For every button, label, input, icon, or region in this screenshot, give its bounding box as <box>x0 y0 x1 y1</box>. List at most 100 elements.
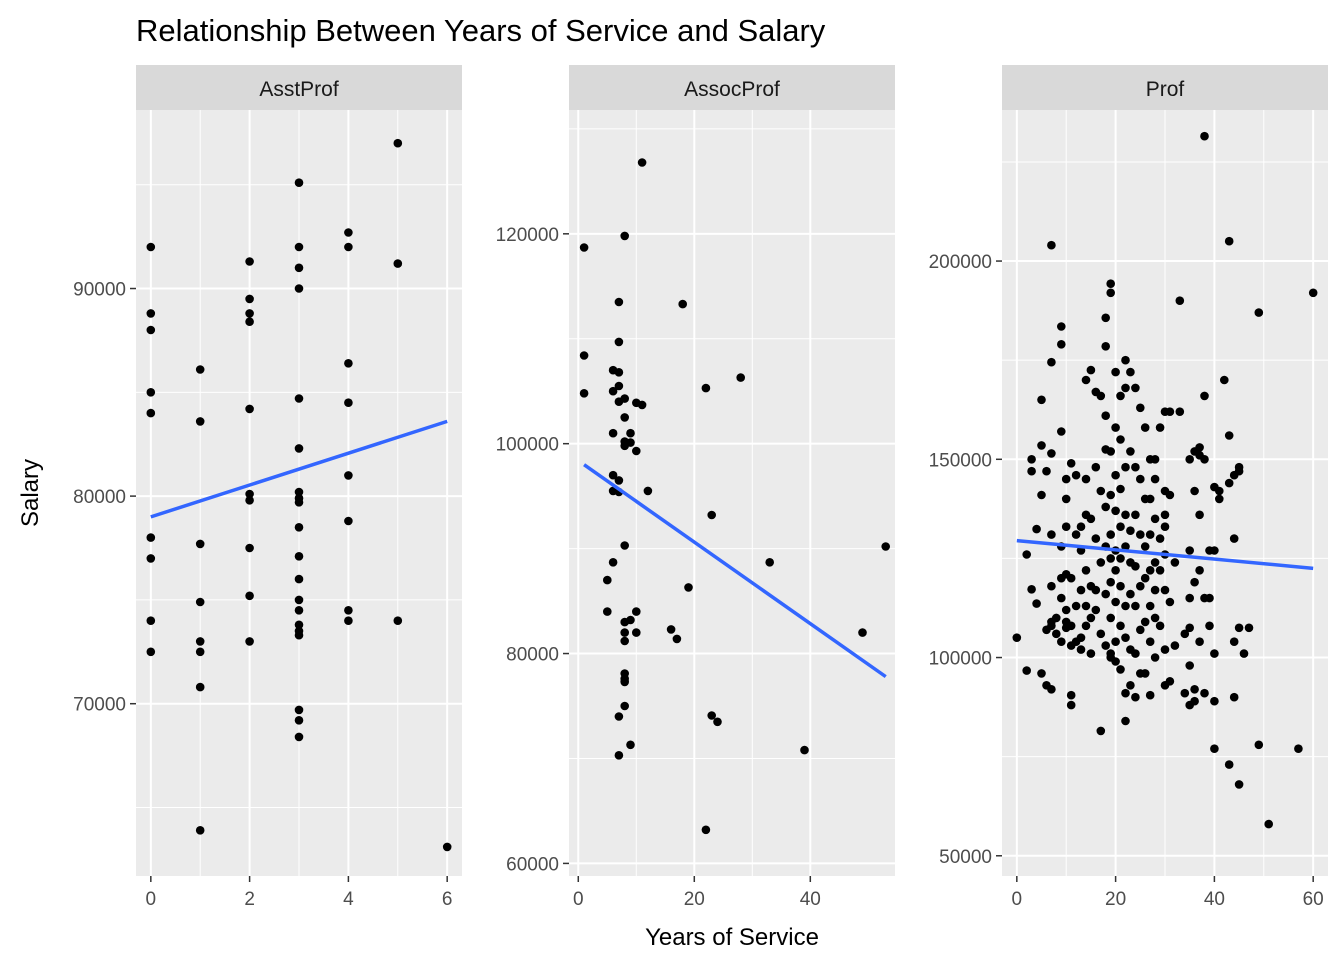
data-point <box>344 398 353 408</box>
data-point <box>1106 530 1115 539</box>
facet-strip <box>136 65 462 110</box>
x-tick-label: 0 <box>573 889 584 910</box>
data-point <box>1091 534 1101 543</box>
x-tick-label: 0 <box>1012 889 1023 910</box>
data-point <box>614 712 624 721</box>
data-point <box>1170 558 1180 567</box>
data-point <box>1071 601 1081 611</box>
data-point <box>195 597 205 607</box>
data-point <box>1111 637 1120 646</box>
data-point <box>1111 597 1120 607</box>
data-point <box>1047 685 1056 694</box>
data-point <box>1254 308 1264 317</box>
data-point <box>1096 558 1106 567</box>
data-point <box>1081 375 1091 385</box>
data-point <box>294 620 304 630</box>
data-point <box>1086 365 1096 375</box>
data-point <box>1126 681 1135 690</box>
data-point <box>608 428 618 438</box>
data-point <box>608 386 618 396</box>
data-point <box>1215 494 1224 504</box>
data-point <box>1061 522 1071 531</box>
data-point <box>1150 455 1160 464</box>
data-point <box>1224 431 1234 440</box>
data-point <box>146 408 156 418</box>
data-point <box>637 400 647 410</box>
data-point <box>765 558 774 567</box>
data-point <box>1096 629 1106 639</box>
data-point <box>1047 581 1056 591</box>
y-tick-label: 120000 <box>496 225 559 246</box>
data-point <box>294 705 304 715</box>
data-point <box>1066 700 1076 710</box>
data-point <box>1091 462 1101 472</box>
data-point <box>1106 577 1115 587</box>
data-point <box>1027 455 1036 464</box>
data-point <box>1140 669 1150 678</box>
data-point <box>620 541 629 550</box>
data-point <box>637 158 647 167</box>
x-tick-label: 40 <box>1204 889 1225 910</box>
data-point <box>146 388 156 397</box>
data-point <box>1047 449 1056 458</box>
data-point <box>1145 601 1155 611</box>
data-point <box>1057 427 1066 436</box>
data-point <box>707 510 716 520</box>
x-axis-title: Years of Service <box>645 924 819 951</box>
data-point <box>146 533 156 542</box>
data-point <box>1116 435 1125 444</box>
data-point <box>245 496 254 505</box>
data-point <box>620 394 629 403</box>
data-point <box>1145 637 1155 646</box>
data-point <box>1111 367 1120 377</box>
data-point <box>579 243 589 252</box>
data-point <box>1106 554 1115 563</box>
data-point <box>294 523 304 532</box>
data-point <box>1131 562 1140 571</box>
data-point <box>1076 585 1086 595</box>
data-point <box>1111 566 1120 575</box>
data-point <box>614 751 624 760</box>
data-point <box>1047 621 1056 631</box>
data-point <box>614 381 624 391</box>
facet-strip-label: AssocProf <box>684 78 780 101</box>
data-point <box>1180 688 1190 698</box>
data-point <box>1121 462 1130 472</box>
y-tick-label: 60000 <box>506 854 559 875</box>
y-tick-label: 90000 <box>73 280 126 301</box>
data-point <box>1185 623 1194 633</box>
data-point <box>626 615 635 625</box>
data-point <box>1106 288 1115 298</box>
x-tick-label: 6 <box>442 889 453 910</box>
data-point <box>1101 502 1110 512</box>
data-point <box>1047 357 1056 367</box>
data-point <box>1165 597 1175 607</box>
data-point <box>1155 566 1165 575</box>
data-point <box>1175 407 1185 417</box>
data-point <box>245 591 254 601</box>
data-point <box>1136 530 1145 539</box>
data-point <box>1210 696 1219 706</box>
data-point <box>1229 534 1239 543</box>
data-point <box>1106 613 1115 623</box>
data-point <box>294 574 304 584</box>
data-point <box>393 616 403 625</box>
data-point <box>1081 621 1091 631</box>
data-point <box>294 242 304 252</box>
data-point <box>294 630 304 640</box>
data-point <box>579 351 589 360</box>
data-point <box>294 606 304 615</box>
data-point <box>1061 474 1071 484</box>
data-point <box>1052 629 1061 639</box>
data-point <box>1022 550 1031 559</box>
data-point <box>1145 530 1155 539</box>
data-point <box>294 552 304 561</box>
data-point <box>1205 593 1214 603</box>
data-point <box>1160 522 1170 531</box>
trend-line <box>150 419 448 519</box>
data-point <box>881 542 890 551</box>
data-point <box>1131 601 1140 611</box>
data-point <box>1126 526 1135 535</box>
data-point <box>1081 566 1091 575</box>
data-point <box>245 294 254 304</box>
